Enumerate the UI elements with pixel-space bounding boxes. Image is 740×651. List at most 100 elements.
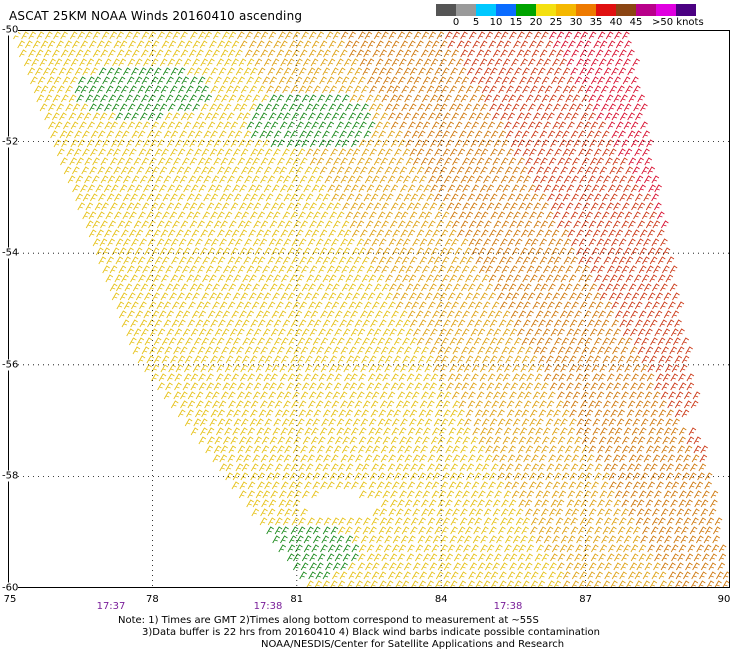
- wind-barb: [549, 94, 557, 103]
- wind-barb: [99, 238, 108, 247]
- wind-barb: [177, 40, 185, 49]
- wind-barb: [272, 292, 280, 301]
- wind-barb: [388, 301, 396, 310]
- wind-barb: [339, 319, 347, 328]
- wind-barb: [629, 265, 637, 274]
- wind-barb: [94, 58, 103, 67]
- wind-barb: [429, 346, 438, 355]
- wind-barb: [427, 130, 435, 139]
- wind-barb: [626, 355, 634, 364]
- wind-barb: [370, 580, 378, 589]
- wind-barb: [301, 265, 309, 274]
- wind-barb: [72, 166, 80, 175]
- wind-barb: [52, 94, 61, 103]
- wind-barb: [599, 364, 608, 373]
- wind-barb: [659, 463, 668, 472]
- wind-barb: [351, 229, 360, 238]
- wind-barb: [255, 166, 264, 175]
- wind-barb: [706, 517, 715, 526]
- wind-barb: [538, 526, 547, 535]
- wind-barb: [665, 274, 674, 283]
- wind-barb: [685, 346, 693, 355]
- wind-barb: [649, 211, 657, 220]
- wind-barb: [595, 517, 604, 526]
- wind-barb: [651, 238, 660, 247]
- wind-barb: [439, 166, 448, 175]
- wind-barb: [501, 265, 510, 274]
- wind-barb: [95, 184, 104, 193]
- wind-barb: [381, 265, 389, 274]
- wind-barb: [652, 220, 661, 229]
- wind-barb: [647, 544, 655, 553]
- wind-barb: [508, 445, 516, 454]
- wind-barb: [245, 139, 254, 148]
- wind-barb: [227, 454, 236, 463]
- wind-barb: [523, 463, 532, 472]
- wind-barb: [577, 166, 585, 175]
- wind-barb: [520, 481, 528, 490]
- wind-barb: [290, 463, 299, 472]
- wind-barb: [589, 328, 598, 337]
- wind-barb: [151, 373, 159, 382]
- wind-barb: [527, 292, 536, 301]
- wind-barb: [286, 553, 295, 562]
- wind-barb: [630, 310, 638, 319]
- wind-barb: [592, 535, 601, 544]
- wind-barb: [325, 31, 334, 40]
- wind-barb: [501, 283, 510, 292]
- wind-barb: [426, 85, 435, 94]
- wind-barb: [305, 409, 314, 418]
- wind-barb: [486, 382, 495, 391]
- wind-barb: [524, 238, 533, 247]
- wind-barb: [373, 328, 382, 337]
- wind-barb: [350, 310, 358, 319]
- wind-barb: [513, 580, 522, 589]
- wind-barb: [155, 175, 164, 184]
- wind-barb: [543, 265, 551, 274]
- wind-barb: [381, 562, 390, 571]
- wind-barb: [561, 472, 570, 481]
- wind-barb: [267, 175, 275, 184]
- wind-barb: [326, 121, 335, 130]
- wind-barb: [315, 193, 324, 202]
- wind-barb: [368, 418, 377, 427]
- wind-barb: [156, 301, 165, 310]
- wind-barb: [237, 76, 245, 85]
- wind-barb: [174, 373, 183, 382]
- wind-barb: [463, 481, 472, 490]
- wind-barb: [236, 112, 245, 121]
- wind-barb: [305, 364, 313, 373]
- legend-swatch: [676, 4, 696, 16]
- wind-barb: [637, 202, 646, 211]
- wind-barb: [308, 391, 317, 400]
- wind-barb: [642, 319, 651, 328]
- wind-barb: [251, 508, 260, 517]
- wind-barb: [260, 391, 268, 400]
- wind-barb: [174, 121, 183, 130]
- wind-barb: [541, 94, 550, 103]
- wind-barb: [325, 328, 334, 337]
- wind-barb: [513, 211, 521, 220]
- wind-barb: [549, 562, 557, 571]
- wind-barb: [192, 211, 201, 220]
- wind-barb: [304, 229, 313, 238]
- wind-barb: [577, 355, 586, 364]
- wind-barb: [161, 256, 170, 265]
- wind-barb: [519, 373, 527, 382]
- wind-barb: [409, 85, 417, 94]
- wind-barb: [610, 355, 619, 364]
- wind-barb: [698, 517, 707, 526]
- wind-barb: [207, 436, 215, 445]
- wind-barb: [649, 274, 658, 283]
- wind-barb: [345, 274, 354, 283]
- wind-barb: [278, 31, 286, 40]
- wind-barb: [306, 274, 314, 283]
- wind-barb: [230, 121, 239, 130]
- wind-barb: [492, 499, 501, 508]
- wind-barb: [148, 301, 157, 310]
- wind-barb: [543, 58, 551, 67]
- wind-barb: [309, 157, 318, 166]
- wind-barb: [586, 463, 594, 472]
- wind-barb: [102, 139, 110, 148]
- wind-barb: [433, 193, 442, 202]
